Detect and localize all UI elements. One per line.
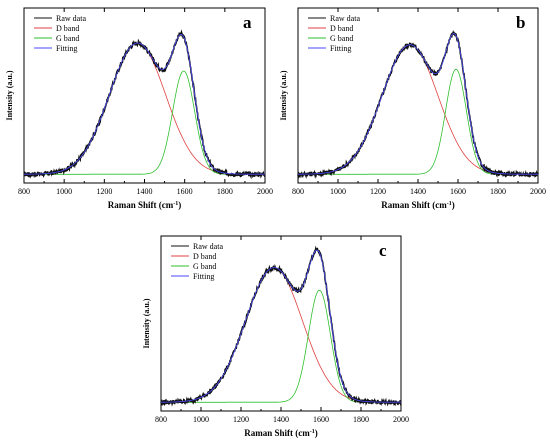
g-band-curve <box>298 68 538 175</box>
legend-label: Fitting <box>56 44 77 53</box>
x-tick-label: 1400 <box>137 187 153 196</box>
x-tick-label: 2000 <box>393 415 409 424</box>
y-axis-label: Intensity (a.u.) <box>142 298 151 348</box>
x-tick-label: 1200 <box>233 415 249 424</box>
x-tick-label: 1600 <box>177 187 193 196</box>
x-tick-label: 800 <box>155 415 167 424</box>
x-tick-label: 800 <box>292 187 304 196</box>
panel-label: a <box>243 13 252 32</box>
fitting-curve <box>24 34 265 175</box>
x-axis-label: Raman Shift (cm-1) <box>244 428 318 438</box>
x-tick-label: 1200 <box>96 187 112 196</box>
raw-data-curve <box>297 29 539 180</box>
legend-label: Raw data <box>330 14 360 23</box>
legend-label: G band <box>193 262 216 271</box>
x-axis-label: Raman Shift (cm-1) <box>381 200 455 210</box>
x-tick-label: 1800 <box>217 187 233 196</box>
legend-label: Fitting <box>330 44 351 53</box>
legend-label: D band <box>193 252 216 261</box>
fitting-curve <box>298 33 538 175</box>
legend-label: Fitting <box>193 272 214 281</box>
d-band-curve <box>298 44 538 175</box>
x-tick-label: 1600 <box>450 187 466 196</box>
y-axis-label: Intensity (a.u.) <box>5 70 14 120</box>
g-band-curve <box>161 289 401 403</box>
chart-panel-a: 800 1000 1200 1400 1600 1800 2000 Raman Shift (… <box>5 7 273 210</box>
y-axis-label: Intensity (a.u.) <box>279 70 288 120</box>
legend-label: Raw data <box>193 242 223 251</box>
x-tick-label: 1000 <box>56 187 72 196</box>
x-tick-label: 1400 <box>410 187 426 196</box>
d-band-curve <box>24 42 265 175</box>
panel-label: b <box>516 13 525 32</box>
legend-label: G band <box>330 34 353 43</box>
x-tick-label: 1600 <box>313 415 329 424</box>
x-tick-label: 1200 <box>370 187 386 196</box>
d-band-curve <box>161 267 401 403</box>
fitting-curve <box>161 249 401 403</box>
raw-data-curve <box>23 29 266 180</box>
legend-label: Raw data <box>56 14 86 23</box>
legend-label: D band <box>330 24 353 33</box>
x-tick-label: 1000 <box>193 415 209 424</box>
g-band-curve <box>24 70 265 175</box>
x-tick-label: 1800 <box>490 187 506 196</box>
x-axis-label: Raman Shift (cm-1) <box>108 200 182 210</box>
x-tick-label: 800 <box>18 187 30 196</box>
x-tick-label: 1000 <box>330 187 346 196</box>
legend-label: D band <box>56 24 79 33</box>
x-tick-label: 1800 <box>353 415 369 424</box>
legend-label: G band <box>56 34 79 43</box>
chart-panel-b: 800 1000 1200 1400 1600 1800 2000 Raman Shift (… <box>279 7 546 210</box>
x-tick-label: 1400 <box>273 415 289 424</box>
x-tick-label: 2000 <box>257 187 273 196</box>
chart-panel-c: 800 1000 1200 1400 1600 1800 2000 Raman Shift (… <box>142 235 409 438</box>
panel-label: c <box>379 241 387 260</box>
x-tick-label: 2000 <box>530 187 546 196</box>
